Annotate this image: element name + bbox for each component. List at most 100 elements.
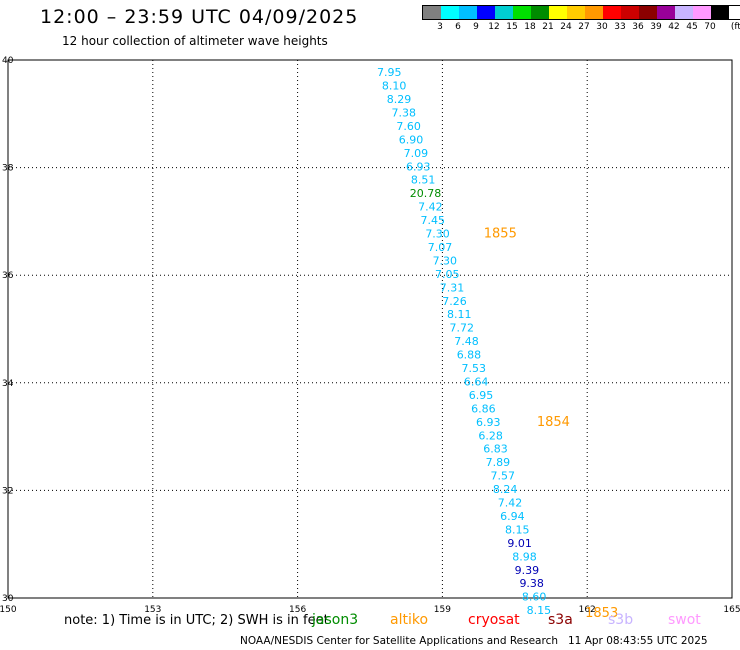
generated-timestamp: 11 Apr 08:43:55 UTC 2025 — [568, 635, 708, 647]
x-tick-label: 165 — [723, 605, 740, 615]
wave-height-label: 6.28 — [478, 429, 503, 442]
wave-height-label: 7.07 — [428, 241, 453, 254]
color-swatch — [423, 6, 441, 19]
color-scale-tick-label: 42 — [668, 22, 680, 32]
wave-height-label: 6.64 — [464, 375, 489, 388]
wave-height-label: 8.60 — [522, 591, 547, 604]
color-swatch — [549, 6, 567, 19]
wave-height-label: 7.60 — [396, 120, 421, 133]
wave-height-label: 8.10 — [382, 80, 407, 93]
color-swatch — [693, 6, 711, 19]
color-scale-tick-label: 9 — [473, 22, 479, 32]
wave-height-label: 7.42 — [418, 201, 443, 214]
color-swatch — [603, 6, 621, 19]
wave-height-label: 6.88 — [457, 349, 482, 362]
wave-height-label: 8.15 — [527, 604, 552, 617]
wave-height-label: 7.09 — [404, 147, 429, 160]
wave-height-label: 7.26 — [442, 295, 467, 308]
y-tick-label: 40 — [2, 56, 14, 66]
wave-height-label: 7.48 — [454, 335, 479, 348]
legend-item-cryosat: cryosat — [468, 612, 520, 628]
legend-item-s3b: s3b — [608, 612, 634, 628]
y-tick-label: 36 — [2, 271, 14, 281]
map-subtitle: 12 hour collection of altimeter wave hei… — [62, 34, 328, 48]
color-scale-tick-label: (ft) — [730, 22, 740, 32]
color-scale-tick-label: 33 — [614, 22, 626, 32]
color-scale-tick-label: 12 — [488, 22, 500, 32]
wave-height-label: 6.90 — [399, 133, 424, 146]
color-scale-swatches — [422, 5, 740, 20]
pass-time-label: 1854 — [537, 415, 570, 430]
y-tick-label: 30 — [2, 594, 14, 604]
color-swatch — [621, 6, 639, 19]
wave-height-label: 9.01 — [507, 537, 532, 550]
color-scale-tick-label: 15 — [506, 22, 518, 32]
color-scale-tick-label: 39 — [650, 22, 662, 32]
color-scale-tick-label: 6 — [455, 22, 461, 32]
wave-height-label: 8.51 — [411, 174, 436, 187]
wave-height-label: 7.42 — [498, 497, 523, 510]
x-tick-label: 159 — [434, 605, 451, 615]
pass-time-label: 1855 — [484, 227, 517, 242]
color-swatch — [441, 6, 459, 19]
color-swatch — [459, 6, 477, 19]
wave-height-label: 6.93 — [476, 416, 501, 429]
wave-height-label: 7.31 — [440, 281, 465, 294]
wave-height-label: 7.57 — [490, 470, 515, 483]
x-tick-label: 150 — [0, 605, 17, 615]
wave-height-label: 7.45 — [420, 214, 445, 227]
footnote: note: 1) Time is in UTC; 2) SWH is in fe… — [64, 613, 329, 628]
color-swatch — [495, 6, 513, 19]
x-tick-label: 156 — [289, 605, 306, 615]
legend-item-altiko: altiko — [390, 612, 429, 628]
map-frame — [7, 59, 733, 599]
y-tick-label: 38 — [2, 164, 14, 174]
legend-item-s3a: s3a — [548, 612, 573, 628]
wave-height-label: 6.95 — [469, 389, 494, 402]
wave-height-label: 6.83 — [483, 443, 508, 456]
wave-height-label: 8.24 — [493, 483, 518, 496]
wave-height-label: 6.86 — [471, 402, 496, 415]
color-swatch — [657, 6, 675, 19]
wave-height-label: 7.38 — [392, 106, 417, 119]
credit-text: NOAA/NESDIS Center for Satellite Applica… — [240, 635, 558, 647]
color-scale-tick-label: 24 — [560, 22, 572, 32]
wave-height-label: 7.05 — [435, 268, 460, 281]
color-scale-tick-label: 45 — [686, 22, 698, 32]
color-swatch — [513, 6, 531, 19]
color-scale-tick-label: 18 — [524, 22, 536, 32]
wave-height-label: 9.39 — [515, 564, 540, 577]
wave-height-label: 7.30 — [425, 228, 450, 241]
y-tick-label: 34 — [2, 379, 14, 389]
color-swatch — [531, 6, 549, 19]
pass-time-label: 1853 — [585, 606, 618, 621]
color-swatch — [585, 6, 603, 19]
wave-height-label: 8.11 — [447, 308, 472, 321]
legend-item-swot: swot — [668, 612, 701, 628]
wave-height-label: 7.89 — [486, 456, 511, 469]
wave-height-label: 7.30 — [433, 254, 458, 267]
wave-height-label: 8.29 — [387, 93, 412, 106]
y-tick-label: 32 — [2, 486, 13, 496]
wave-height-label: 20.78 — [410, 187, 442, 200]
color-scale-tick-label: 30 — [596, 22, 608, 32]
map-title: 12:00 – 23:59 UTC 04/09/2025 — [40, 6, 359, 28]
color-swatch — [477, 6, 495, 19]
legend-item-jason3: jason3 — [312, 612, 359, 628]
wave-height-label: 6.94 — [500, 510, 525, 523]
wave-height-label: 7.95 — [377, 66, 402, 79]
color-swatch — [639, 6, 657, 19]
wave-height-label: 9.38 — [519, 577, 544, 590]
wave-height-label: 7.53 — [462, 362, 487, 375]
wave-height-label: 7.72 — [449, 322, 474, 335]
color-swatch — [567, 6, 585, 19]
color-scale-tick-label: 70 — [704, 22, 716, 32]
color-scale-tick-label: 36 — [632, 22, 644, 32]
x-tick-label: 162 — [579, 605, 596, 615]
wave-height-label: 8.15 — [505, 523, 530, 536]
wave-height-label: 8.98 — [512, 550, 537, 563]
wave-height-label: 6.93 — [406, 160, 431, 173]
